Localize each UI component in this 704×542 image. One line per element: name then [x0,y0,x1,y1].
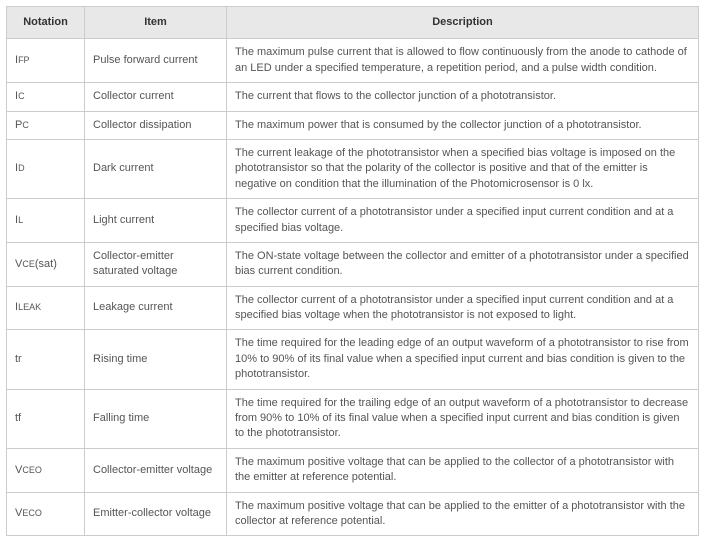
cell-item: Emitter-collector voltage [85,492,227,536]
cell-notation: ID [7,139,85,198]
cell-notation: tr [7,330,85,389]
table-row: PcCollector dissipationThe maximum power… [7,111,699,139]
table-row: IFPPulse forward currentThe maximum puls… [7,39,699,83]
table-row: VECOEmitter-collector voltageThe maximum… [7,492,699,536]
cell-description: The maximum pulse current that is allowe… [227,39,699,83]
cell-notation: tf [7,389,85,448]
cell-item: Dark current [85,139,227,198]
col-header-description: Description [227,7,699,39]
cell-description: The ON-state voltage between the collect… [227,242,699,286]
cell-description: The maximum positive voltage that can be… [227,492,699,536]
cell-description: The collector current of a phototransist… [227,199,699,243]
cell-item: Pulse forward current [85,39,227,83]
cell-description: The collector current of a phototransist… [227,286,699,330]
cell-item: Rising time [85,330,227,389]
cell-notation: VECO [7,492,85,536]
cell-item: Collector-emitter saturated voltage [85,242,227,286]
cell-notation: VCE(sat) [7,242,85,286]
table-body: IFPPulse forward currentThe maximum puls… [7,39,699,536]
table-row: tfFalling timeThe time required for the … [7,389,699,448]
table-row: IcCollector currentThe current that flow… [7,83,699,111]
table-row: VCEOCollector-emitter voltageThe maximum… [7,448,699,492]
cell-description: The current that flows to the collector … [227,83,699,111]
cell-description: The maximum positive voltage that can be… [227,448,699,492]
cell-item: Collector current [85,83,227,111]
table-row: ILLight currentThe collector current of … [7,199,699,243]
cell-item: Collector-emitter voltage [85,448,227,492]
cell-notation: Ic [7,83,85,111]
definitions-table: Notation Item Description IFPPulse forwa… [6,6,699,536]
cell-notation: VCEO [7,448,85,492]
table-row: IDDark currentThe current leakage of the… [7,139,699,198]
cell-description: The current leakage of the phototransist… [227,139,699,198]
col-header-item: Item [85,7,227,39]
cell-item: Falling time [85,389,227,448]
cell-description: The time required for the trailing edge … [227,389,699,448]
table-row: trRising timeThe time required for the l… [7,330,699,389]
cell-notation: IFP [7,39,85,83]
cell-notation: ILEAK [7,286,85,330]
cell-description: The maximum power that is consumed by th… [227,111,699,139]
cell-description: The time required for the leading edge o… [227,330,699,389]
cell-item: Collector dissipation [85,111,227,139]
col-header-notation: Notation [7,7,85,39]
cell-item: Leakage current [85,286,227,330]
cell-notation: Pc [7,111,85,139]
table-row: VCE(sat)Collector-emitter saturated volt… [7,242,699,286]
table-header-row: Notation Item Description [7,7,699,39]
table-row: ILEAKLeakage currentThe collector curren… [7,286,699,330]
cell-notation: IL [7,199,85,243]
cell-item: Light current [85,199,227,243]
